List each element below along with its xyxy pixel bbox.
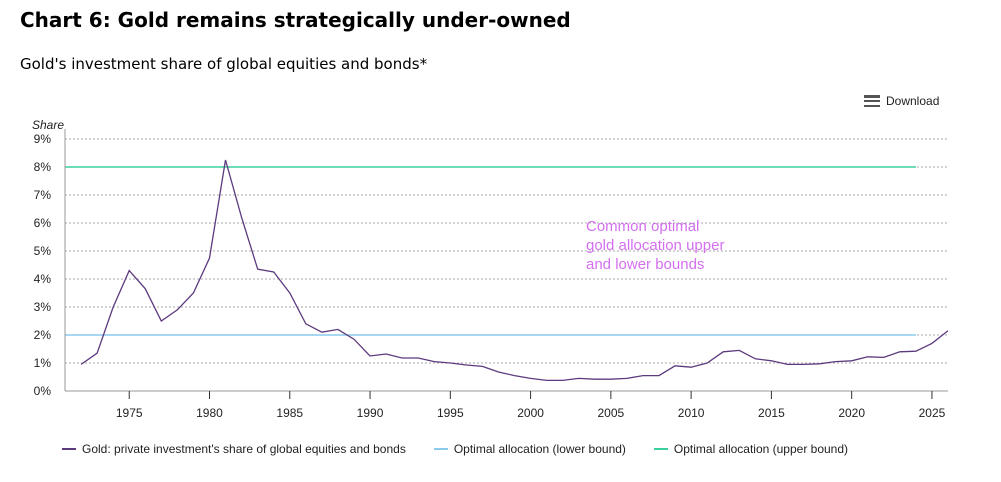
- y-axis-label: Share: [32, 118, 64, 132]
- y-tick-label: 3%: [34, 300, 52, 314]
- x-tick-label: 2005: [598, 406, 625, 420]
- y-tick-label: 7%: [34, 188, 52, 202]
- y-tick-label: 8%: [34, 160, 52, 174]
- chart-title: Chart 6: Gold remains strategically unde…: [20, 8, 571, 32]
- legend-swatch: [653, 448, 668, 450]
- legend: Gold: private investment's share of glob…: [62, 442, 848, 456]
- legend-item-upper-bound[interactable]: Optimal allocation (upper bound): [653, 442, 848, 456]
- download-button[interactable]: Download: [864, 94, 939, 108]
- y-tick-label: 0%: [34, 384, 52, 398]
- x-tick-label: 1985: [276, 406, 303, 420]
- x-tick-label: 1980: [196, 406, 223, 420]
- annotation: Common optimal gold allocation upper and…: [586, 218, 729, 273]
- legend-item-gold[interactable]: Gold: private investment's share of glob…: [62, 442, 406, 456]
- y-tick-label: 9%: [34, 132, 52, 146]
- x-tick-label: 2020: [838, 406, 865, 420]
- x-tick-label: 2000: [517, 406, 544, 420]
- y-tick-label: 1%: [34, 356, 52, 370]
- download-label: Download: [886, 94, 940, 108]
- x-tick-label: 1995: [437, 406, 464, 420]
- x-tick-label: 1975: [116, 406, 143, 420]
- x-tick-label: 2010: [678, 406, 705, 420]
- y-tick-label: 6%: [34, 216, 52, 230]
- menu-icon: [864, 95, 880, 107]
- chart-subtitle: Gold's investment share of global equiti…: [20, 55, 428, 73]
- y-tick-label: 5%: [34, 244, 52, 258]
- x-tick-label: 1990: [357, 406, 384, 420]
- x-tick-label: 2025: [919, 406, 946, 420]
- y-tick-label: 2%: [34, 328, 52, 342]
- legend-swatch: [433, 448, 448, 450]
- y-tick-label: 4%: [34, 272, 52, 286]
- x-tick-label: 2015: [758, 406, 785, 420]
- gold-share-line: [80, 159, 949, 382]
- legend-swatch: [62, 448, 76, 450]
- legend-item-lower-bound[interactable]: Optimal allocation (lower bound): [433, 442, 626, 456]
